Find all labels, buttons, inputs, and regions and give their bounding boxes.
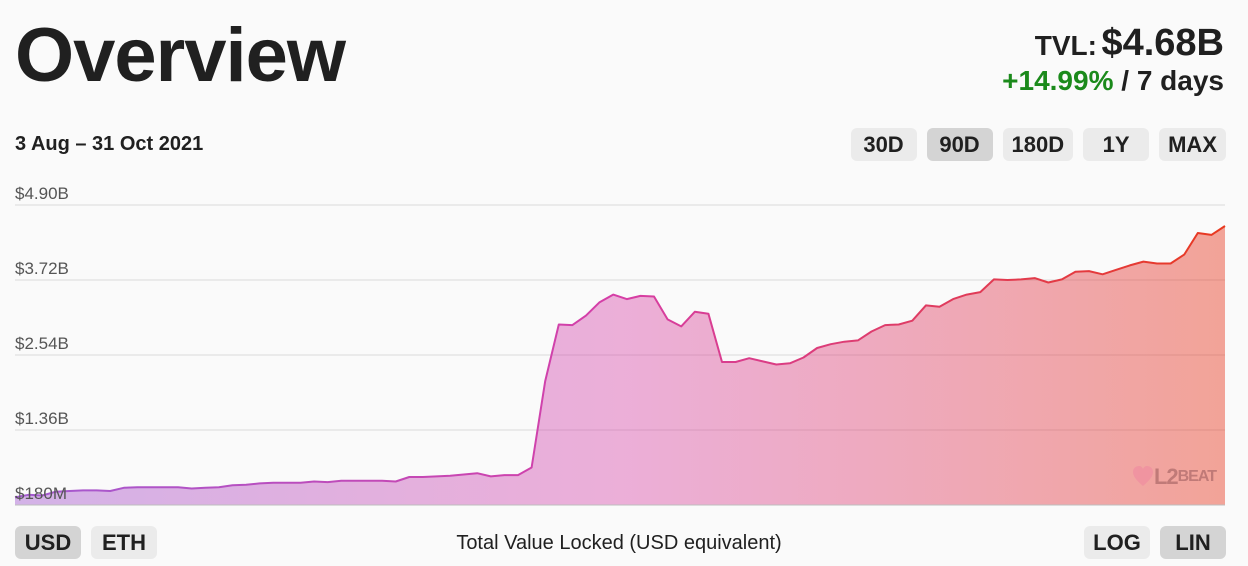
tvl-chart: $4.90B $3.72B $2.54B $1.36B $180M [14,184,1226,506]
scale-lin-button[interactable]: LIN [1160,526,1226,559]
range-max-button[interactable]: MAX [1159,128,1226,161]
y-tick-label: $180M [15,484,67,503]
tvl-change-value: +14.99% [1002,65,1114,96]
range-90d-button[interactable]: 90D [926,128,993,161]
tvl-change-line: +14.99% / 7 days [1002,66,1224,95]
scale-log-button[interactable]: LOG [1084,526,1150,559]
tvl-summary: TVL: $4.68B +14.99% / 7 days [1002,24,1224,95]
currency-selector: USD ETH [15,526,157,559]
y-tick-label: $1.36B [15,409,69,428]
currency-usd-button[interactable]: USD [15,526,81,559]
scale-selector: LOG LIN [1084,526,1226,559]
watermark-left: L2 [1153,464,1179,489]
heart-icon [1132,466,1153,486]
tvl-label: TVL: [1034,30,1097,61]
currency-eth-button[interactable]: ETH [91,526,157,559]
page-title: Overview [15,13,346,98]
range-30d-button[interactable]: 30D [850,128,917,161]
watermark-right: BEAT [1177,468,1217,485]
tvl-line [14,225,1226,499]
y-tick-label: $4.90B [15,184,69,203]
tvl-value: $4.68B [1101,22,1224,64]
time-range-selector: 30D 90D 180D 1Y MAX [850,128,1226,161]
chart-caption: Total Value Locked (USD equivalent) [456,532,782,554]
tvl-area [15,226,1225,505]
y-tick-label: $2.54B [15,334,69,353]
date-range: 3 Aug – 31 Oct 2021 [15,133,204,155]
range-1y-button[interactable]: 1Y [1083,128,1150,161]
range-180d-button[interactable]: 180D [1002,128,1074,161]
tvl-line: TVL: $4.68B [1002,24,1224,62]
l2beat-logo: L2 BEAT [1132,464,1217,490]
y-tick-label: $3.72B [15,259,69,278]
tvl-change-period: / 7 days [1121,65,1224,96]
